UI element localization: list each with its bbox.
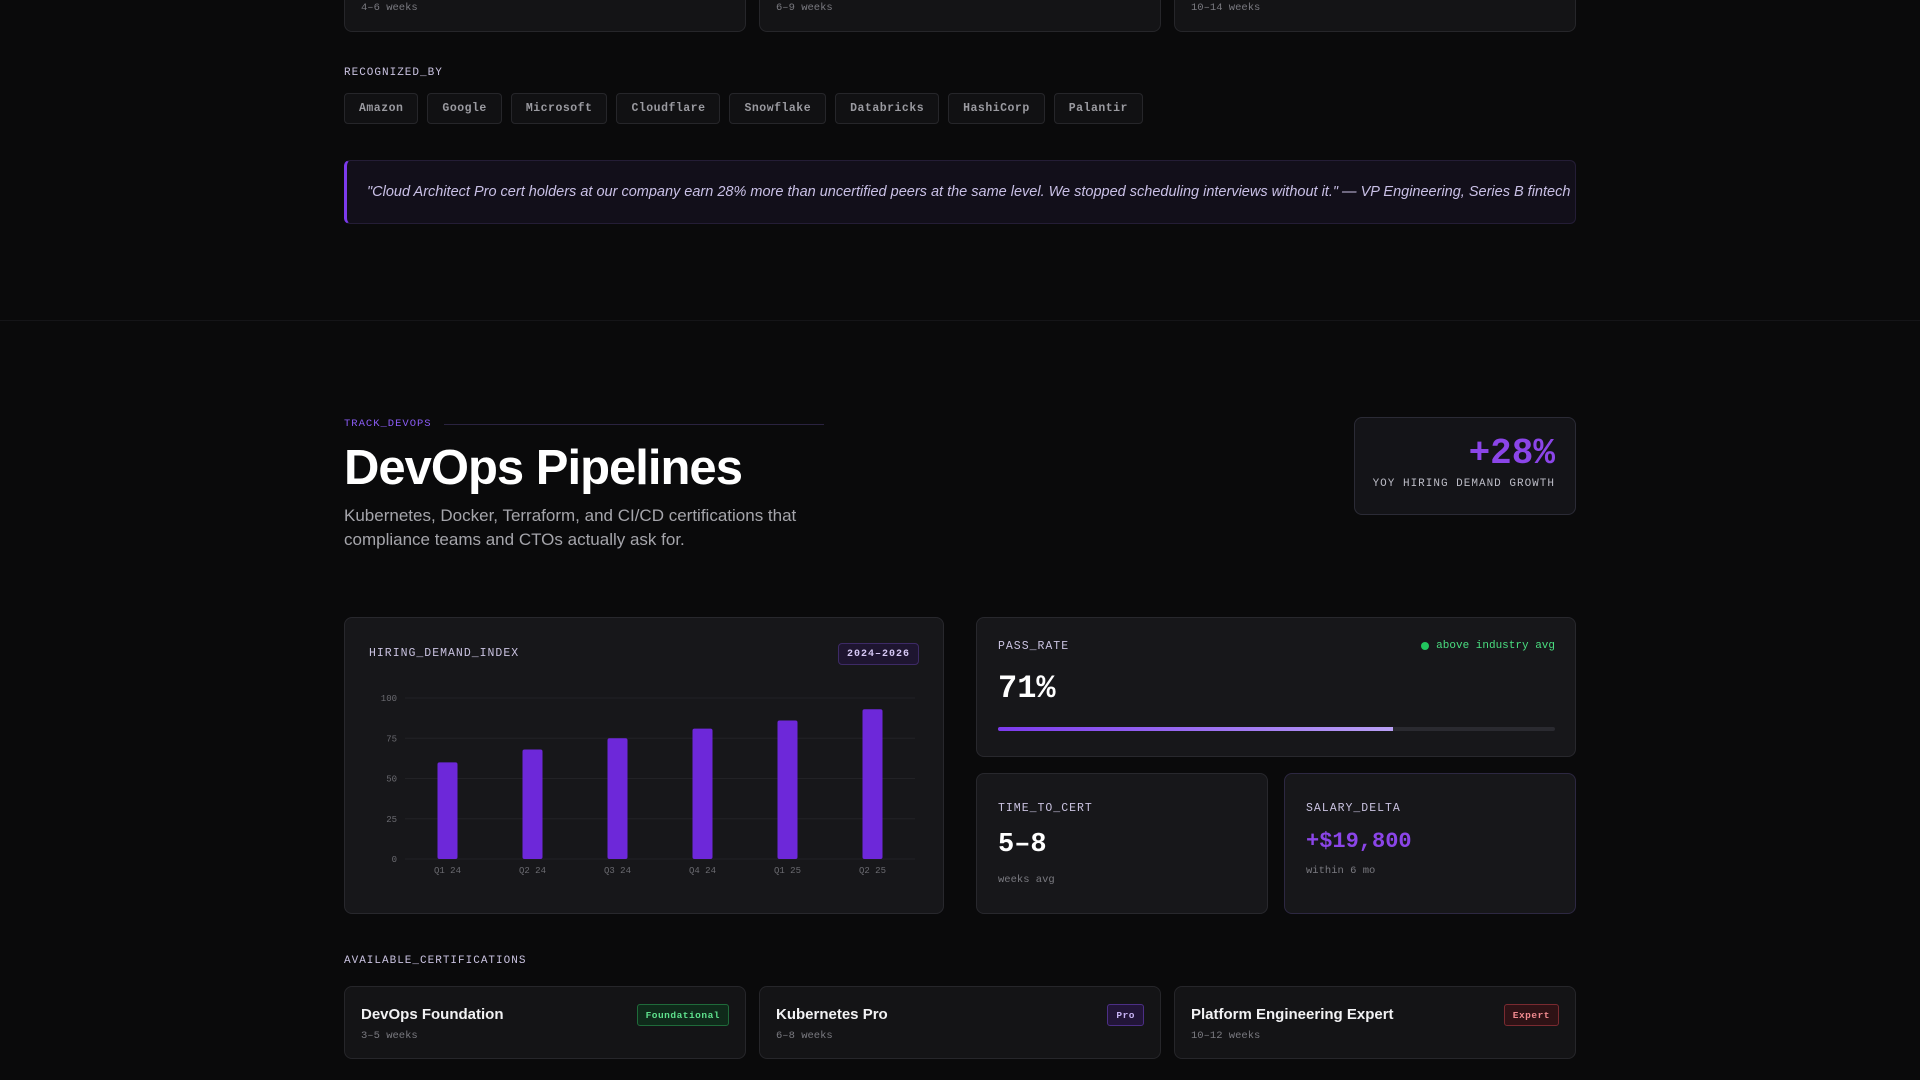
section-divider: [0, 320, 1920, 321]
testimonial-quote: "Cloud Architect Pro cert holders at our…: [344, 160, 1576, 224]
chart-bar: [437, 762, 458, 859]
company-chip: Cloudflare: [616, 93, 721, 124]
chart-range-badge: 2024–2026: [837, 643, 919, 665]
x-tick-label: Q3 24: [604, 866, 631, 876]
chart-bar: [607, 738, 628, 859]
salary-delta-card: SALARY_DELTA +$19,800 within 6 mo: [1284, 773, 1576, 914]
cert-card-devops-foundation[interactable]: DevOps Foundation Foundational 3–5 weeks: [344, 986, 746, 1059]
cert-name: Kubernetes Pro: [776, 1006, 888, 1023]
cert-weeks: 4–6 weeks: [361, 2, 418, 14]
x-tick-label: Q2 24: [519, 866, 546, 876]
pass-rate-status: above industry avg: [1421, 640, 1555, 652]
salary-delta-label: SALARY_DELTA: [1306, 802, 1401, 815]
growth-label: YOY HIRING DEMAND GROWTH: [1372, 478, 1555, 490]
hiring-demand-chart-panel: 0 25 50 75 100 Q1 24 Q2 24 Q3 24 Q4 24 Q1 25 Q2 25…: [344, 617, 944, 914]
company-chip: Amazon: [344, 93, 419, 124]
y-tick-label: 25: [386, 815, 397, 825]
track-label: TRACK_DEVOPS: [344, 418, 824, 430]
cert-weeks: 10–12 weeks: [1191, 1030, 1261, 1042]
cert-level-badge: Expert: [1503, 1004, 1559, 1026]
time-to-cert-card: TIME_TO_CERT 5–8 weeks avg: [976, 773, 1268, 914]
recognized-by-label: RECOGNIZED_BY: [344, 67, 443, 79]
hiring-demand-chart: 0 25 50 75 100 Q1 24 Q2 24 Q3 24 Q4 24 Q1 25 Q2 25: [381, 694, 915, 876]
certification-cards: DevOps Foundation Foundational 3–5 weeks…: [344, 986, 1576, 1059]
x-tick-label: Q1 25: [774, 866, 801, 876]
x-tick-label: Q1 24: [434, 866, 461, 876]
chart-bar: [777, 720, 798, 859]
chart-bar: [522, 749, 543, 859]
pass-rate-progress-fill: [998, 727, 1394, 731]
chart-title: HIRING_DEMAND_INDEX: [369, 647, 520, 660]
pass-rate-label: PASS_RATE: [998, 640, 1070, 653]
page-subtitle: Kubernetes, Docker, Terraform, and CI/CD…: [344, 506, 797, 549]
y-tick-label: 100: [381, 694, 397, 704]
y-tick-label: 75: [386, 734, 397, 744]
company-chip: HashiCorp: [948, 93, 1045, 124]
time-to-cert-value: 5–8: [998, 830, 1047, 860]
cert-card[interactable]: 4–6 weeks: [344, 0, 746, 32]
status-dot-icon: [1421, 642, 1430, 650]
cert-card-kubernetes-pro[interactable]: Kubernetes Pro Pro 6–8 weeks: [759, 986, 1161, 1059]
y-tick-label: 0: [392, 855, 397, 865]
company-chip: Snowflake: [729, 93, 827, 124]
cert-card[interactable]: 6–9 weeks: [759, 0, 1161, 32]
top-cert-cards: 4–6 weeks 6–9 weeks 10–14 weeks: [344, 0, 1576, 32]
x-tick-label: Q4 24: [689, 866, 716, 876]
cert-name: Platform Engineering Expert: [1191, 1006, 1394, 1023]
y-tick-label: 50: [386, 775, 397, 785]
pass-rate-card: PASS_RATE above industry avg 71%: [976, 617, 1576, 757]
cert-level-badge: Foundational: [636, 1004, 729, 1026]
cert-weeks: 10–14 weeks: [1191, 2, 1261, 14]
salary-delta-note: within 6 mo: [1306, 865, 1376, 877]
track-label-text: TRACK_DEVOPS: [344, 418, 432, 430]
time-to-cert-note: weeks avg: [998, 874, 1055, 886]
time-to-cert-label: TIME_TO_CERT: [998, 802, 1093, 815]
x-tick-label: Q2 25: [859, 866, 886, 876]
pass-rate-status-text: above industry avg: [1436, 640, 1555, 652]
track-label-line: [443, 423, 824, 425]
chart-bar: [692, 728, 713, 859]
cert-name: DevOps Foundation: [361, 1006, 504, 1023]
pass-rate-progress: [998, 727, 1555, 731]
cert-weeks: 6–9 weeks: [776, 2, 833, 14]
cert-card[interactable]: 10–14 weeks: [1174, 0, 1576, 32]
company-chip: Microsoft: [510, 93, 608, 124]
company-chip: Databricks: [835, 93, 940, 124]
company-chips: Amazon Google Microsoft Cloudflare Snowf…: [344, 93, 1576, 124]
pass-rate-value: 71%: [998, 670, 1056, 707]
company-chip: Palantir: [1053, 93, 1143, 124]
page-title: DevOps Pipelines: [344, 441, 743, 495]
recognized-by-section: RECOGNIZED_BY Amazon Google Microsoft Cl…: [344, 67, 1576, 124]
cert-card-platform-engineering-expert[interactable]: Platform Engineering Expert Expert 10–12…: [1174, 986, 1576, 1059]
cert-weeks: 3–5 weeks: [361, 1030, 418, 1042]
available-certifications-label: AVAILABLE_CERTIFICATIONS: [344, 955, 527, 967]
cert-weeks: 6–8 weeks: [776, 1030, 833, 1042]
chart-bar: [862, 709, 883, 859]
cert-level-badge: Pro: [1107, 1004, 1144, 1026]
company-chip: Google: [427, 93, 502, 124]
growth-value: +28%: [1468, 433, 1555, 474]
salary-delta-value: +$19,800: [1306, 829, 1412, 854]
growth-stat-card: +28% YOY HIRING DEMAND GROWTH: [1354, 417, 1576, 515]
